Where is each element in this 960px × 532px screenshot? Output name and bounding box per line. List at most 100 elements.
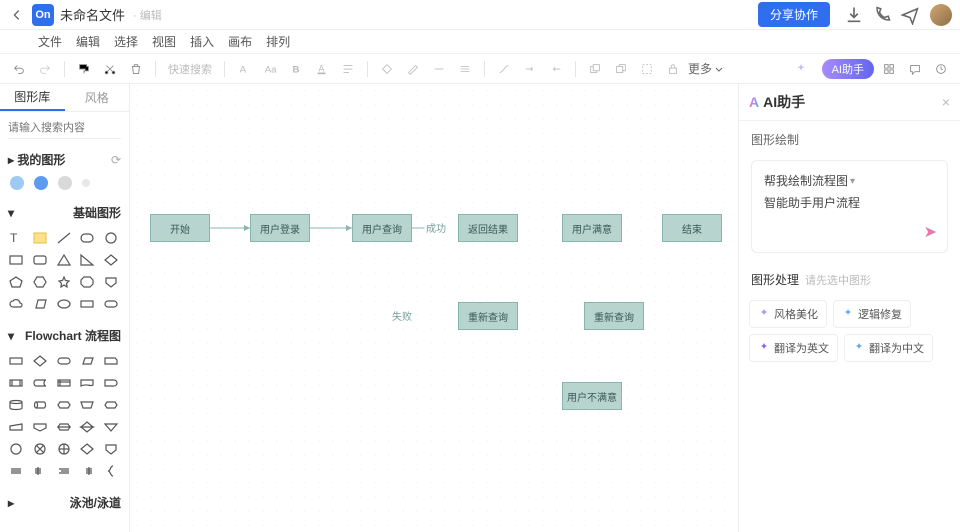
more-button[interactable]: 更多 — [688, 60, 724, 77]
shape-offpage[interactable] — [30, 418, 50, 436]
send-icon[interactable] — [900, 5, 920, 25]
search-placeholder[interactable]: 快速搜索 — [164, 61, 216, 77]
shape-hexagon[interactable] — [30, 273, 50, 291]
shape-star[interactable] — [54, 273, 74, 291]
text-style-icon[interactable]: A — [233, 58, 255, 80]
shape-merge[interactable] — [101, 418, 121, 436]
paint-format-icon[interactable] — [73, 58, 95, 80]
line-color-icon[interactable] — [402, 58, 424, 80]
shape-triangle[interactable] — [54, 251, 74, 269]
shape-loop[interactable] — [54, 418, 74, 436]
shape-octagon[interactable] — [77, 273, 97, 291]
line-width-icon[interactable] — [454, 58, 476, 80]
shape-rounded-rect[interactable] — [77, 229, 97, 247]
shape-parallelogram[interactable] — [30, 295, 50, 313]
canvas[interactable]: 开始用户登录用户查询返回结果用户满意结束重新查询重新查询用户不满意成功失败 — [130, 84, 738, 532]
history-icon[interactable] — [930, 58, 952, 80]
shape-or[interactable] — [54, 440, 74, 458]
shape-annotation1[interactable] — [6, 462, 26, 480]
shape-stored[interactable] — [30, 374, 50, 392]
color-swatch[interactable] — [10, 176, 24, 190]
shape-document[interactable] — [77, 374, 97, 392]
shape-manual-op[interactable] — [77, 396, 97, 414]
shape-direct[interactable] — [30, 396, 50, 414]
layer-front-icon[interactable] — [584, 58, 606, 80]
shape-diamond[interactable] — [101, 251, 121, 269]
shape-rect[interactable] — [6, 251, 26, 269]
lock-icon[interactable] — [662, 58, 684, 80]
flow-node[interactable]: 结束 — [662, 214, 722, 242]
shape-decision[interactable] — [30, 352, 50, 370]
shape-connector[interactable] — [6, 440, 26, 458]
tab-style[interactable]: 风格 — [65, 84, 130, 111]
arrow-start-icon[interactable] — [519, 58, 541, 80]
shape-rect2[interactable] — [30, 251, 50, 269]
shape-right-triangle[interactable] — [77, 251, 97, 269]
menu-file[interactable]: 文件 — [38, 33, 62, 50]
bold-icon[interactable]: B — [285, 58, 307, 80]
shape-text[interactable]: T — [6, 229, 26, 247]
shape-terminator[interactable] — [54, 352, 74, 370]
menu-edit[interactable]: 编辑 — [76, 33, 100, 50]
section-my-shapes[interactable]: ▸ 我的图形 ⟳ — [0, 145, 129, 172]
shape-annotation3[interactable] — [54, 462, 74, 480]
shape-shield[interactable] — [101, 273, 121, 291]
shape-extract[interactable] — [101, 440, 121, 458]
shape-database[interactable] — [6, 396, 26, 414]
color-swatch[interactable] — [58, 176, 72, 190]
shape-predefined[interactable] — [6, 374, 26, 392]
shape-cloud[interactable] — [6, 295, 26, 313]
flow-node[interactable]: 用户不满意 — [562, 382, 622, 410]
flow-node[interactable]: 重新查询 — [458, 302, 518, 330]
refresh-icon[interactable]: ⟳ — [111, 153, 121, 167]
ai-action-repair[interactable]: 逻辑修复 — [833, 300, 911, 328]
layer-back-icon[interactable] — [610, 58, 632, 80]
grid-view-icon[interactable] — [878, 58, 900, 80]
shape-internal[interactable] — [54, 374, 74, 392]
menu-arrange[interactable]: 排列 — [266, 33, 290, 50]
share-button[interactable]: 分享协作 — [758, 2, 830, 27]
user-avatar[interactable] — [930, 4, 952, 26]
group-icon[interactable] — [636, 58, 658, 80]
shape-sort[interactable] — [77, 418, 97, 436]
shape-brace[interactable] — [101, 462, 121, 480]
color-swatch[interactable] — [82, 179, 90, 187]
shape-annotation2[interactable] — [30, 462, 50, 480]
redo-icon[interactable] — [34, 58, 56, 80]
shape-note[interactable] — [30, 229, 50, 247]
comment-icon[interactable] — [904, 58, 926, 80]
shape-search-input[interactable] — [8, 118, 121, 139]
menu-select[interactable]: 选择 — [114, 33, 138, 50]
shape-delay[interactable] — [101, 374, 121, 392]
menu-canvas[interactable]: 画布 — [228, 33, 252, 50]
tab-shape-library[interactable]: 图形库 — [0, 84, 65, 111]
shape-card[interactable] — [101, 352, 121, 370]
undo-icon[interactable] — [8, 58, 30, 80]
sparkle-icon[interactable] — [790, 58, 812, 80]
close-icon[interactable]: × — [942, 94, 950, 110]
shape-ellipse[interactable] — [54, 295, 74, 313]
ai-prompt-card[interactable]: 帮我绘制流程图▾ 智能助手用户流程 ➤ — [751, 160, 948, 253]
fill-color-icon[interactable] — [376, 58, 398, 80]
ai-action-trans_en[interactable]: 翻译为英文 — [749, 334, 838, 362]
connector-icon[interactable] — [493, 58, 515, 80]
menu-insert[interactable]: 插入 — [190, 33, 214, 50]
shape-prep[interactable] — [101, 396, 121, 414]
flow-node[interactable]: 开始 — [150, 214, 210, 242]
shape-circle[interactable] — [101, 229, 121, 247]
flow-node[interactable]: 用户满意 — [562, 214, 622, 242]
shape-annotation4[interactable] — [77, 462, 97, 480]
flow-node[interactable]: 用户登录 — [250, 214, 310, 242]
ai-card-line[interactable]: 帮我绘制流程图▾ — [764, 171, 935, 193]
flow-node[interactable]: 重新查询 — [584, 302, 644, 330]
section-flowchart[interactable]: ▾ Flowchart 流程图 — [0, 321, 129, 348]
phone-icon[interactable] — [872, 5, 892, 25]
shape-pentagon[interactable] — [6, 273, 26, 291]
ai-assistant-pill[interactable]: AI助手 — [822, 59, 874, 79]
font-size-icon[interactable]: Aa — [259, 58, 281, 80]
ai-action-trans_zh[interactable]: 翻译为中文 — [844, 334, 933, 362]
align-icon[interactable] — [337, 58, 359, 80]
line-style-icon[interactable] — [428, 58, 450, 80]
section-swimlane[interactable]: ▸ 泳池/泳道 — [0, 488, 129, 515]
shape-display[interactable] — [54, 396, 74, 414]
